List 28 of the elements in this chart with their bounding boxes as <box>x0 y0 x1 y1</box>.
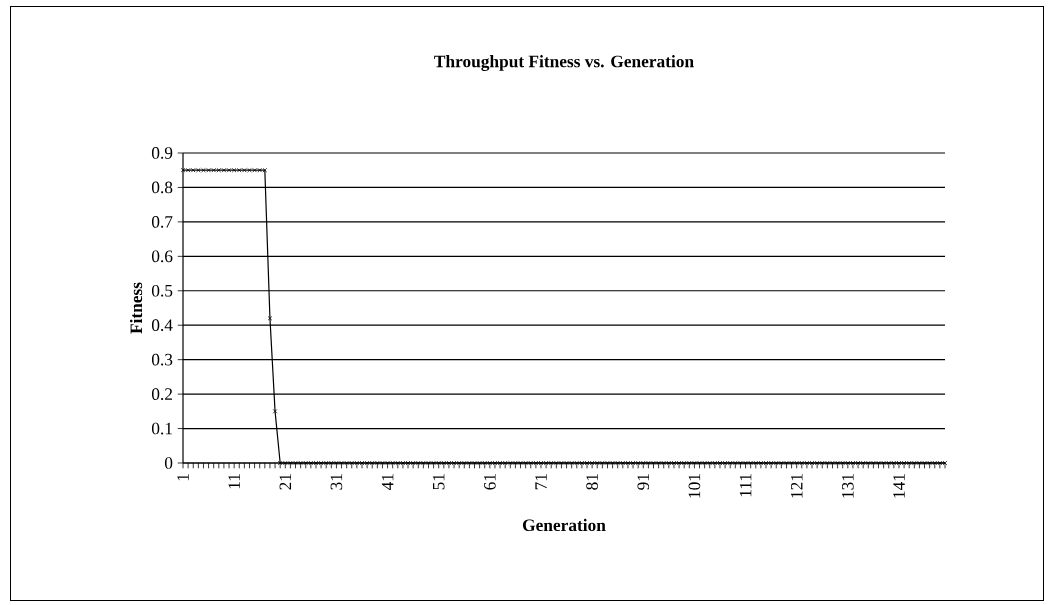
y-tick-label: 0.3 <box>151 353 173 366</box>
x-tick-label: 21 <box>279 474 292 490</box>
y-tick-label: 0.1 <box>151 422 172 435</box>
x-tick-label: 101 <box>688 474 701 498</box>
y-tick-label: 0.6 <box>151 250 173 263</box>
x-tick-label: 121 <box>790 474 803 498</box>
y-axis-title: Fitness <box>129 282 143 334</box>
x-tick-label: 51 <box>432 474 445 490</box>
y-tick-label: 0 <box>164 457 173 469</box>
y-tick-label: 0.2 <box>151 388 173 400</box>
x-tick-label: 141 <box>893 474 905 498</box>
y-tick-label: 0.8 <box>151 181 173 194</box>
x-tick-label: 131 <box>842 474 854 498</box>
chart-title: Throughput Fitness vs. Generation <box>434 55 694 71</box>
x-tick-label: 71 <box>535 474 547 490</box>
x-tick-label: 11 <box>228 474 240 489</box>
y-tick-label: 0.5 <box>151 284 173 297</box>
x-tick-label: 111 <box>739 474 752 497</box>
x-tick-label: 61 <box>484 474 496 490</box>
y-tick-label: 0.4 <box>151 319 173 332</box>
y-tick-label: 0.7 <box>151 216 173 228</box>
x-tick-label: 81 <box>586 474 598 490</box>
y-tick-label: 0.9 <box>151 147 173 159</box>
x-tick-label: 41 <box>381 474 394 491</box>
x-tick-label: 1 <box>177 474 189 481</box>
x-tick-label: 91 <box>637 474 650 490</box>
x-axis-title: Generation <box>522 518 606 532</box>
x-tick-label: 31 <box>330 474 343 490</box>
